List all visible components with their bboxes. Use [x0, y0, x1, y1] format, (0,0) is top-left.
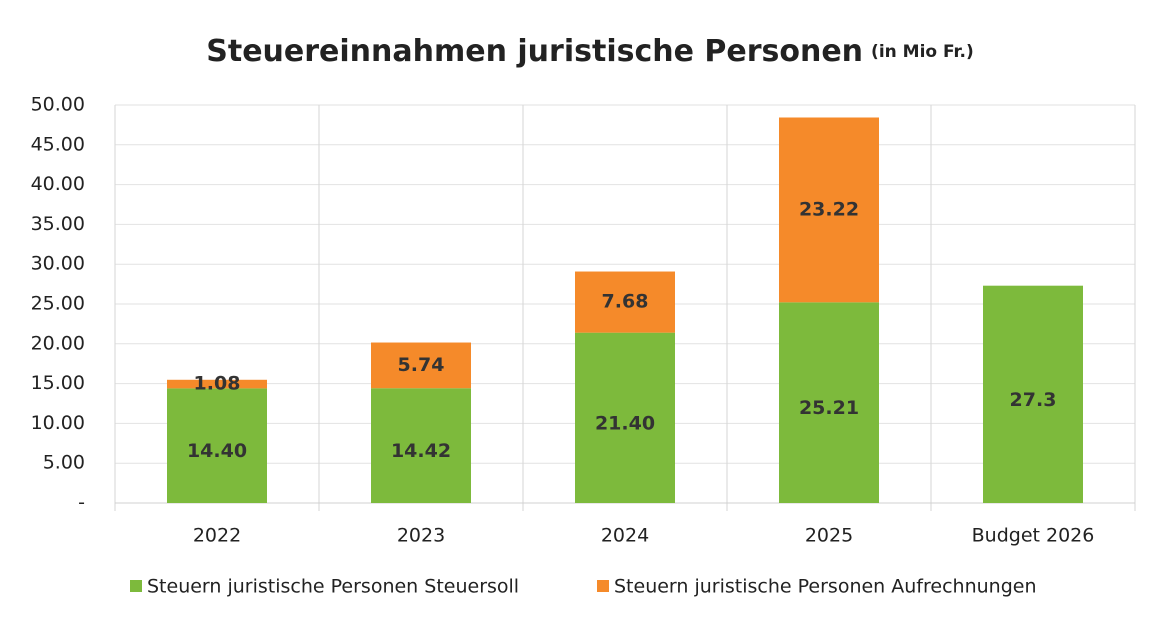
value-label: 14.40 — [187, 440, 247, 462]
value-label: 7.68 — [602, 291, 649, 313]
bar-segment — [167, 388, 267, 503]
x-tick-label: 2024 — [601, 525, 649, 547]
chart-subtitle: (in Mio Fr.) — [871, 42, 974, 62]
value-label: 5.74 — [398, 354, 445, 376]
x-tick-label: Budget 2026 — [972, 525, 1095, 547]
y-tick-label: 45.00 — [31, 133, 85, 155]
legend-swatch — [597, 580, 609, 592]
y-tick-label: 40.00 — [31, 173, 85, 195]
x-tick-label: 2025 — [805, 525, 853, 547]
y-tick-label: 10.00 — [31, 412, 85, 434]
bar-segment — [371, 342, 471, 389]
bar-segment — [983, 285, 1083, 503]
y-tick-label: 20.00 — [31, 332, 85, 354]
bar-segment — [779, 117, 879, 303]
value-label: 25.21 — [799, 397, 859, 419]
bar-segment — [575, 332, 675, 503]
x-tick-label: 2022 — [193, 525, 241, 547]
bar-segment — [167, 379, 267, 389]
legend-label: Steuern juristische Personen Steuersoll — [147, 576, 519, 598]
y-tick-label: - — [78, 492, 85, 514]
y-tick-label: 25.00 — [31, 293, 85, 315]
value-label: 14.42 — [391, 440, 451, 462]
y-tick-label: 50.00 — [31, 94, 85, 116]
chart-title-group: Steuereinnahmen juristische Personen (in … — [206, 34, 973, 69]
y-tick-label: 30.00 — [31, 253, 85, 275]
bar-segment — [575, 271, 675, 333]
bar-segment — [371, 388, 471, 503]
value-label: 21.40 — [595, 412, 655, 434]
legend-label: Steuern juristische Personen Aufrechnung… — [614, 576, 1036, 598]
y-tick-label: 15.00 — [31, 372, 85, 394]
bar-segment — [779, 302, 879, 503]
x-tick-label: 2023 — [397, 525, 445, 547]
value-label: 1.08 — [194, 373, 241, 395]
value-label: 23.22 — [799, 198, 859, 220]
y-tick-label: 5.00 — [43, 452, 85, 474]
y-tick-label: 35.00 — [31, 213, 85, 235]
value-label: 27.3 — [1010, 389, 1057, 411]
chart-title: Steuereinnahmen juristische Personen — [206, 34, 863, 69]
legend-swatch — [130, 580, 142, 592]
